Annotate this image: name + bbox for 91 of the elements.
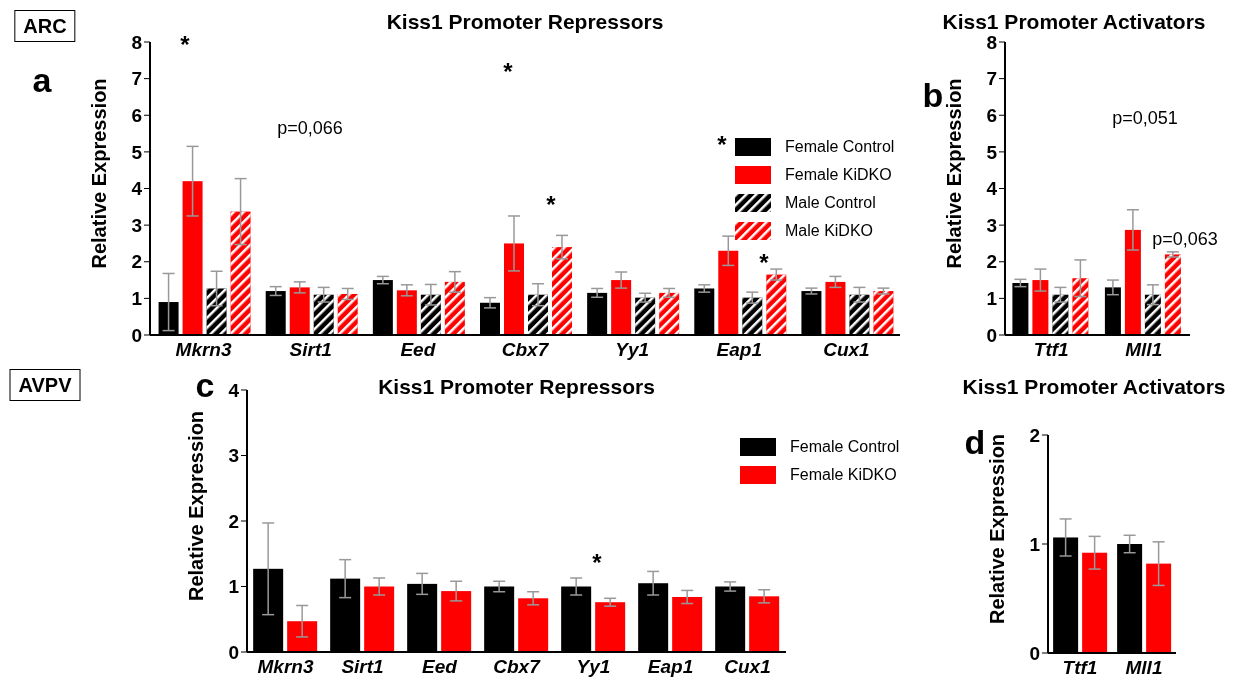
y-tick-label: 3	[228, 445, 239, 467]
y-tick-label: 6	[131, 105, 142, 126]
x-tick-label: Cux1	[724, 656, 771, 678]
legend-label: Male KiDKO	[785, 222, 874, 240]
x-tick-label: Yy1	[615, 339, 650, 361]
x-tick-label: Cbx7	[493, 656, 542, 678]
y-tick-label: 2	[986, 251, 997, 273]
legend-label: Female KiDKO	[785, 166, 892, 184]
bar	[1032, 280, 1049, 335]
y-axis-title: Relative Expression	[943, 78, 966, 269]
chart-title: Kiss1 Promoter Activators	[941, 10, 1207, 34]
y-axis-title: Relative Expression	[185, 410, 208, 601]
bar	[287, 621, 318, 652]
annotation: p=0,066	[277, 118, 343, 138]
legend-label: Female KiDKO	[790, 466, 897, 484]
legend-label: Female Control	[785, 138, 895, 156]
legend-label: Male Control	[785, 194, 876, 212]
legend-label: Female Control	[790, 438, 900, 456]
y-tick-label: 7	[131, 68, 142, 90]
x-tick-label: Mll1	[1125, 339, 1163, 361]
y-tick-label: 1	[228, 576, 240, 598]
text: a	[32, 61, 52, 99]
text: ARC	[14, 10, 76, 42]
y-tick-label: 8	[131, 31, 142, 53]
x-tick-label: Mll1	[1125, 657, 1163, 679]
chart-title: Kiss1 Promoter Repressors	[386, 10, 664, 33]
x-tick-label: Eed	[400, 339, 436, 361]
y-tick-label: 4	[228, 379, 240, 401]
text: b	[922, 76, 944, 114]
y-tick-label: 2	[1029, 424, 1040, 446]
bar	[611, 280, 632, 335]
y-axis-title: Relative Expression	[986, 433, 1009, 624]
annotation: *	[503, 58, 513, 85]
y-tick-label: 4	[986, 178, 998, 200]
x-tick-label: Yy1	[576, 656, 611, 678]
bar	[518, 598, 549, 652]
y-tick-label: 0	[986, 324, 997, 346]
y-tick-label: 3	[131, 214, 142, 236]
y-tick-label: 5	[986, 141, 998, 163]
bar	[182, 181, 203, 335]
x-tick-label: Ttf1	[1033, 339, 1069, 361]
annotation: *	[759, 249, 769, 276]
chart-title: Kiss1 Promoter Repressors	[377, 375, 656, 399]
x-tick-label: Sirt1	[341, 656, 384, 678]
y-tick-label: 1	[131, 288, 143, 310]
chart-title: Kiss1 Promoter Activators	[961, 375, 1227, 399]
y-tick-label: 1	[1029, 533, 1041, 555]
y-tick-label: 2	[131, 251, 142, 273]
bar	[364, 586, 395, 652]
text: c	[195, 366, 215, 404]
bar	[1124, 229, 1141, 335]
bar	[595, 602, 626, 652]
bar	[396, 290, 417, 335]
y-tick-label: 3	[986, 214, 997, 236]
y-tick-label: 2	[228, 510, 239, 532]
annotation: p=0,051	[1112, 108, 1178, 128]
x-tick-label: Mkrn3	[257, 656, 314, 678]
bar	[718, 250, 739, 335]
bar	[1082, 552, 1108, 653]
x-tick-label: Cux1	[823, 339, 870, 361]
bar	[441, 591, 472, 652]
text: d	[964, 423, 986, 461]
x-tick-label: Sirt1	[289, 339, 332, 361]
bar	[504, 243, 524, 335]
x-tick-label: Eap1	[716, 339, 762, 361]
y-tick-label: 5	[131, 141, 143, 163]
bar	[749, 596, 780, 652]
y-axis-title: Relative Expression	[88, 78, 111, 269]
annotation: *	[546, 191, 556, 218]
y-tick-label: 8	[986, 31, 997, 53]
y-tick-label: 0	[228, 641, 239, 663]
text: AVPV	[9, 369, 81, 401]
annotation: *	[592, 549, 602, 576]
x-tick-label: Eap1	[647, 656, 694, 678]
x-tick-label: Eed	[422, 656, 458, 678]
bar	[825, 281, 846, 335]
annotation: *	[180, 31, 190, 58]
y-tick-label: 0	[1029, 642, 1040, 664]
bar	[672, 596, 703, 652]
annotation: *	[717, 131, 727, 158]
bar	[289, 287, 310, 335]
annotation: p=0,063	[1152, 229, 1218, 249]
x-tick-label: Mkrn3	[175, 339, 232, 361]
y-tick-label: 1	[986, 288, 998, 310]
x-tick-label: Cbx7	[501, 339, 550, 361]
y-tick-label: 4	[131, 178, 143, 200]
y-tick-label: 0	[131, 324, 142, 346]
y-tick-label: 7	[986, 68, 997, 90]
y-tick-label: 6	[986, 105, 997, 126]
x-tick-label: Ttf1	[1062, 657, 1098, 679]
bar	[1146, 563, 1172, 653]
